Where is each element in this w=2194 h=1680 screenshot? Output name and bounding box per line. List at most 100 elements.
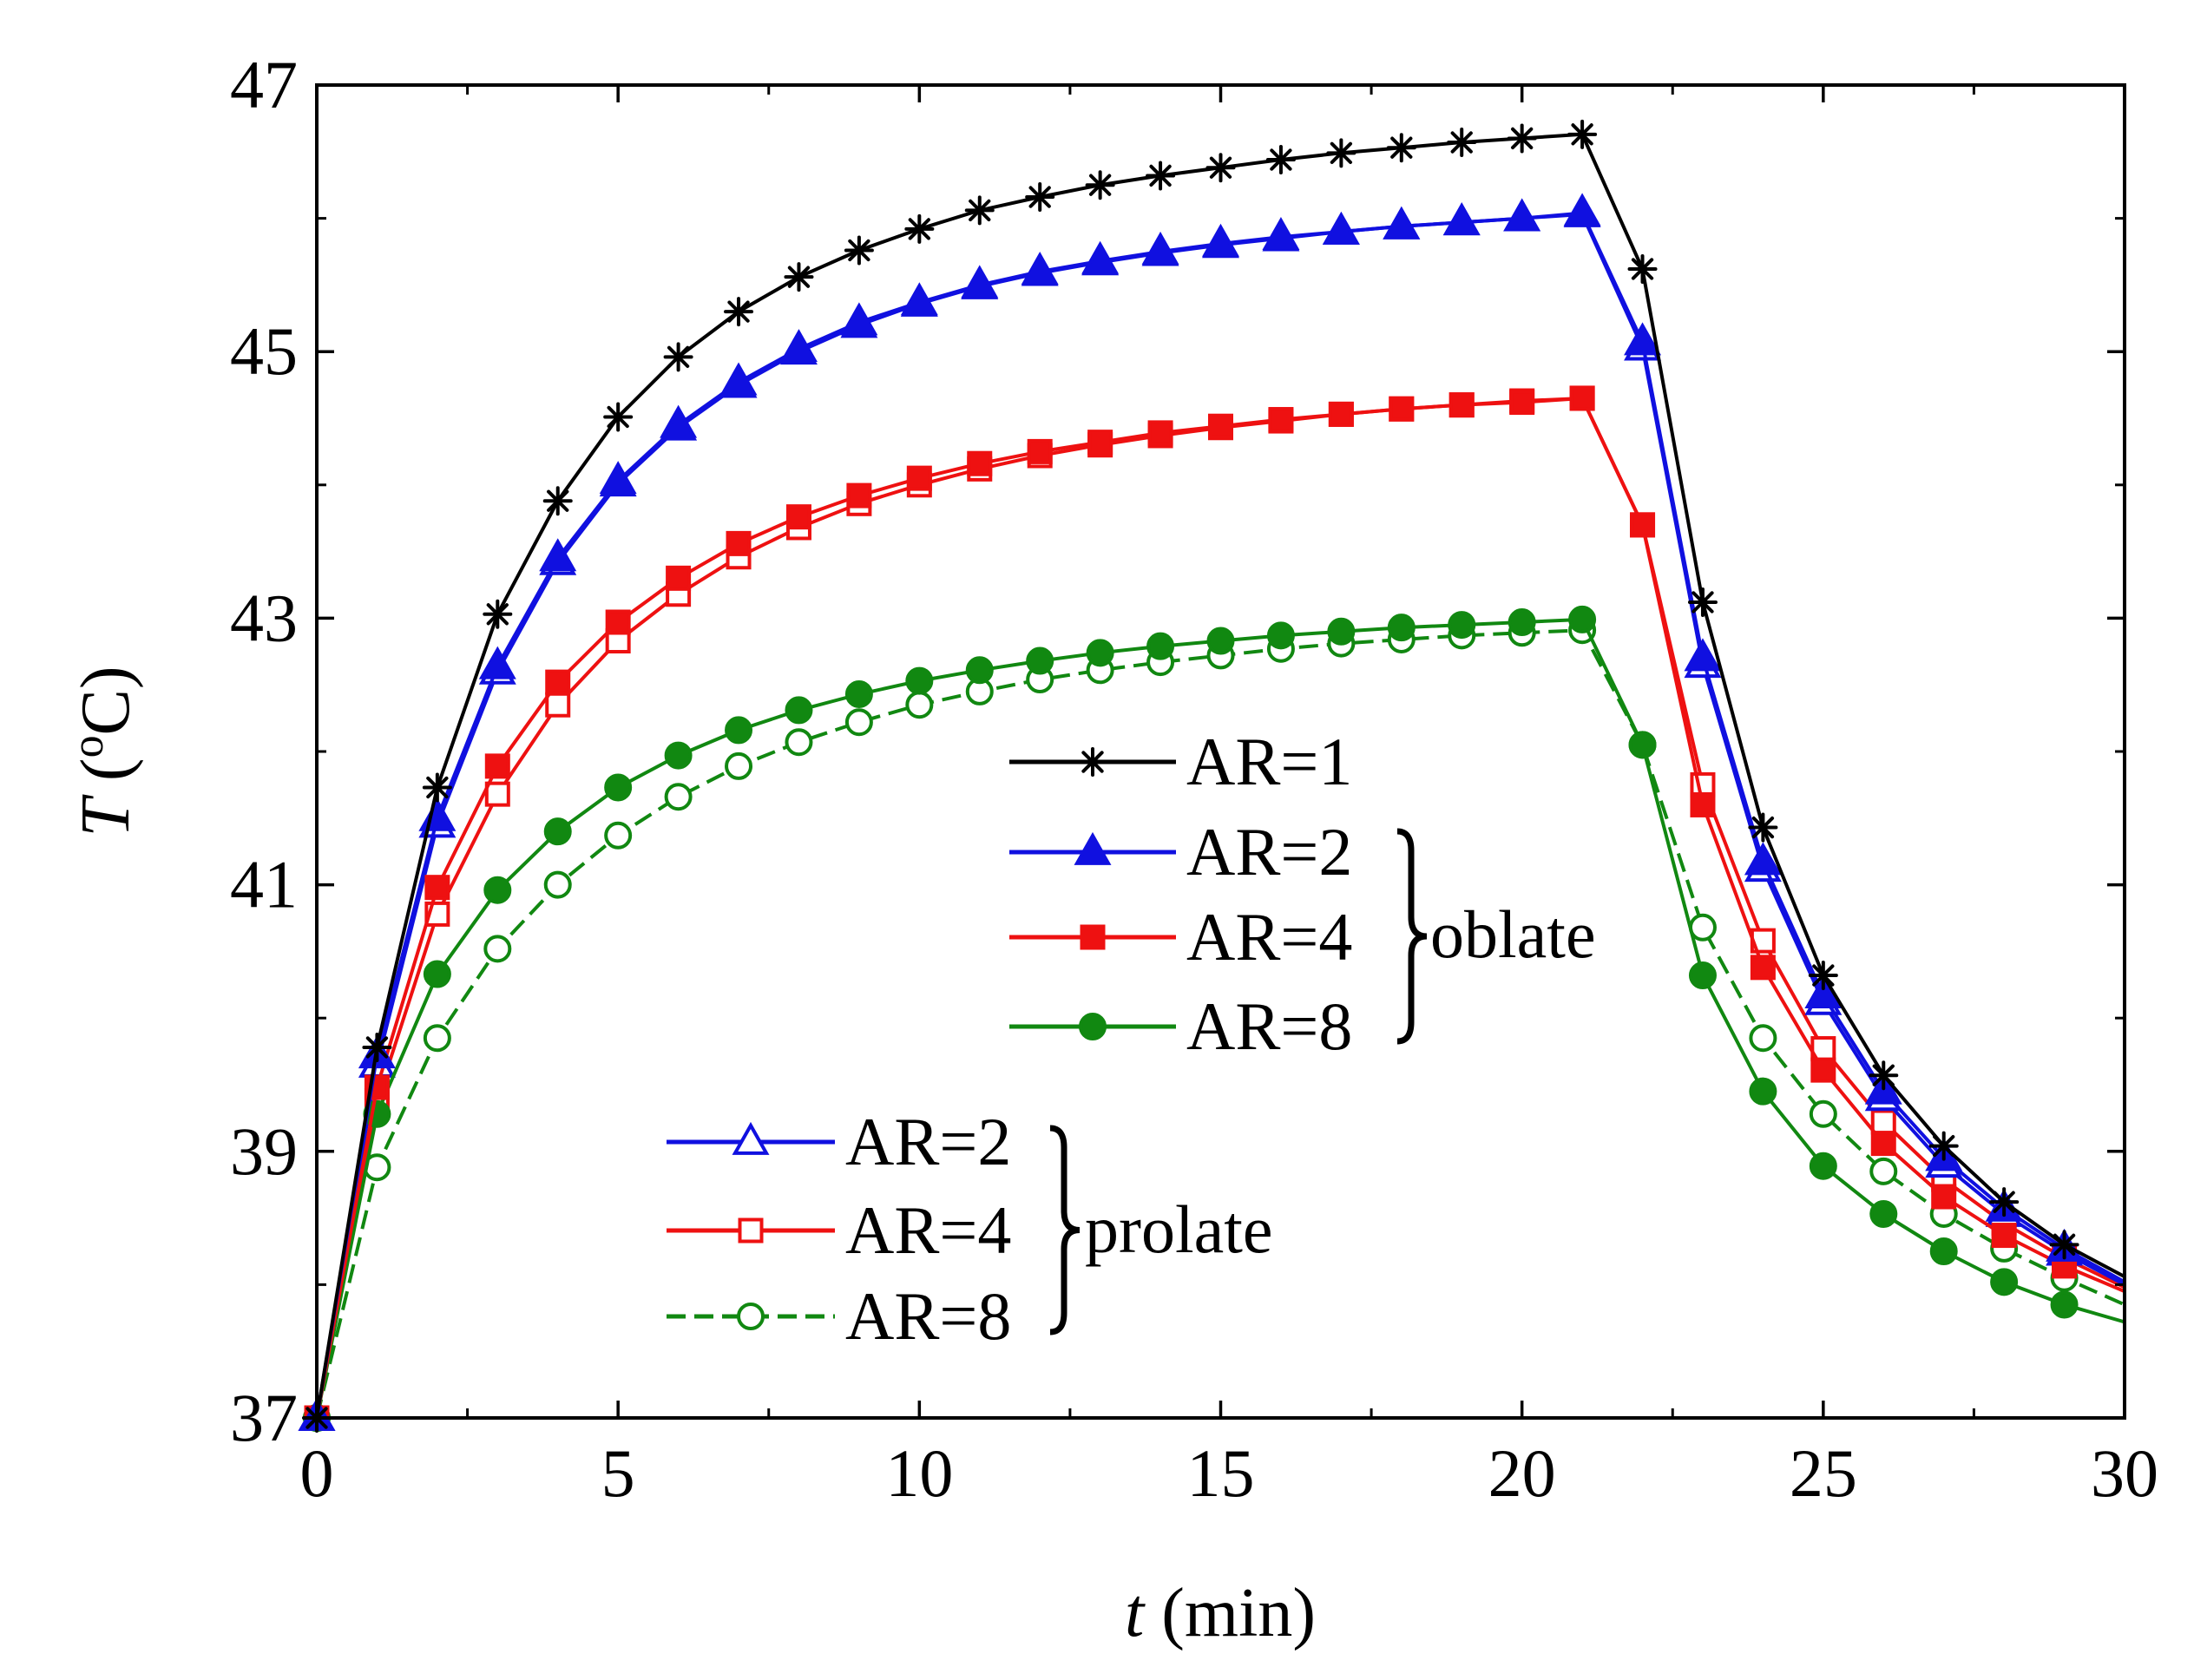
data-point-prolate-ar8 <box>664 783 693 811</box>
data-point-oblate-ar4 <box>785 504 811 530</box>
data-point-oblate-ar2 <box>719 362 758 396</box>
y-tick-label: 43 <box>230 580 298 655</box>
data-point-prolate-ar8 <box>423 1024 451 1053</box>
data-point-oblate-ar2 <box>1624 322 1662 356</box>
data-point-oblate-ar4 <box>1328 401 1354 427</box>
x-tick-label: 0 <box>300 1435 334 1511</box>
data-point-prolate-ar8 <box>725 751 753 780</box>
data-point-ar1 <box>1085 170 1115 200</box>
data-point-oblate-ar2 <box>418 797 457 831</box>
prolate-brace <box>1049 1125 1081 1335</box>
legend-marker <box>737 1303 765 1330</box>
data-point-oblate-ar2 <box>1503 198 1541 232</box>
data-point-oblate-ar8 <box>1568 605 1597 633</box>
legend-label: AR=2 <box>845 1104 1011 1179</box>
data-point-ar1 <box>1146 161 1176 191</box>
data-point-oblate-ar8 <box>1146 632 1175 660</box>
data-point-oblate-ar4 <box>1027 438 1053 464</box>
y-axis-title: T (oC) <box>63 666 144 837</box>
data-point-oblate-ar8 <box>1327 617 1356 646</box>
data-point-oblate-ar4 <box>1569 385 1595 411</box>
data-point-oblate-ar4 <box>1208 413 1233 439</box>
data-point-oblate-ar2 <box>840 302 878 336</box>
x-tick-label: 5 <box>601 1435 635 1511</box>
data-point-prolate-ar8 <box>905 691 934 719</box>
data-point-oblate-ar4 <box>1750 955 1776 981</box>
data-point-oblate-ar8 <box>1086 639 1114 667</box>
legend-marker <box>1080 924 1106 950</box>
legend-marker <box>732 1121 770 1155</box>
data-point-oblate-ar8 <box>423 960 451 988</box>
data-point-prolate-ar8 <box>1809 1099 1837 1128</box>
data-point-oblate-ar2 <box>1563 193 1601 226</box>
axis-ticks: 0 5 10 15 20 25 30 37 39 41 43 45 47 <box>230 47 2158 1511</box>
data-point-oblate-ar4 <box>1931 1184 1957 1210</box>
data-point-oblate-ar2 <box>1021 251 1059 285</box>
data-point-oblate-ar8 <box>965 656 994 685</box>
data-point-oblate-ar8 <box>604 773 633 802</box>
y-axis-degree: o <box>63 735 113 758</box>
data-point-ar1 <box>1567 119 1598 149</box>
data-point-oblate-ar4 <box>1690 791 1716 817</box>
data-point-oblate-ar8 <box>1266 621 1295 650</box>
y-axis-variable: T <box>68 794 144 837</box>
legend-entry-oblate-ar8: AR=8 <box>1009 988 1352 1064</box>
data-point-oblate-ar2 <box>1804 975 1843 1009</box>
data-point-oblate-ar8 <box>664 741 693 770</box>
data-point-oblate-ar2 <box>478 646 516 679</box>
data-point-oblate-ar4 <box>1509 390 1535 416</box>
data-point-ar1 <box>483 599 513 629</box>
data-point-ar1 <box>362 1032 392 1062</box>
legend-marker <box>1079 1013 1107 1040</box>
data-point-ar1 <box>1687 587 1718 617</box>
legend-marker <box>1074 831 1112 865</box>
data-point-oblate-ar4 <box>967 450 993 476</box>
legend-label: AR=1 <box>1186 724 1352 799</box>
data-point-oblate-ar4 <box>1268 407 1294 433</box>
data-point-oblate-ar2 <box>1684 638 1722 672</box>
data-point-oblate-ar2 <box>1383 206 1421 240</box>
data-point-prolate-ar8 <box>543 870 572 899</box>
data-point-ar1 <box>784 262 814 292</box>
data-point-ar1 <box>1808 961 1838 991</box>
series-prolate-ar8 <box>303 616 2125 1432</box>
series-oblate-ar2 <box>298 193 2125 1431</box>
y-axis-open: ( <box>68 758 144 798</box>
data-point-oblate-ar4 <box>605 609 631 635</box>
data-point-prolate-ar4 <box>484 781 510 807</box>
x-tick-label: 15 <box>1187 1435 1255 1511</box>
series-oblate-ar4 <box>304 385 2125 1431</box>
data-point-ar1 <box>2049 1230 2079 1260</box>
data-point-oblate-ar8 <box>1688 961 1717 990</box>
data-point-ar1 <box>1507 123 1537 154</box>
data-point-oblate-ar4 <box>1147 420 1173 446</box>
data-point-ar1 <box>663 342 693 372</box>
legend-entry-prolate-ar2: AR=2 <box>667 1104 1011 1179</box>
data-point-oblate-ar8 <box>905 666 934 695</box>
data-point-oblate-ar8 <box>1206 627 1235 655</box>
data-point-prolate-ar4 <box>1870 1109 1896 1135</box>
data-point-prolate-ar8 <box>1749 1024 1777 1053</box>
y-axis-close: C) <box>68 666 144 735</box>
oblate-group-label: oblate <box>1430 896 1596 972</box>
legend-label: AR=2 <box>1186 814 1352 889</box>
data-point-oblate-ar2 <box>539 538 577 572</box>
data-point-oblate-ar8 <box>1026 646 1054 675</box>
data-point-oblate-ar8 <box>1628 731 1657 759</box>
data-point-oblate-ar2 <box>1202 223 1239 257</box>
data-point-oblate-ar2 <box>599 461 637 495</box>
data-point-oblate-ar8 <box>1929 1237 1958 1265</box>
legend-label: AR=4 <box>845 1192 1011 1268</box>
data-point-prolate-ar8 <box>604 821 633 850</box>
legend-label: AR=8 <box>1186 988 1352 1064</box>
oblate-brace <box>1396 828 1428 1045</box>
legend-label: AR=4 <box>1186 899 1352 975</box>
legend-entry-prolate-ar8: AR=8 <box>667 1278 1011 1354</box>
data-point-ar1 <box>1205 153 1236 183</box>
prolate-group-label: prolate <box>1085 1191 1273 1267</box>
legend-entry-prolate-ar4: AR=4 <box>667 1192 1011 1268</box>
data-point-oblate-ar4 <box>424 875 450 901</box>
series-ar1 <box>302 119 2125 1433</box>
data-point-ar1 <box>964 195 995 226</box>
data-point-oblate-ar4 <box>484 753 510 779</box>
